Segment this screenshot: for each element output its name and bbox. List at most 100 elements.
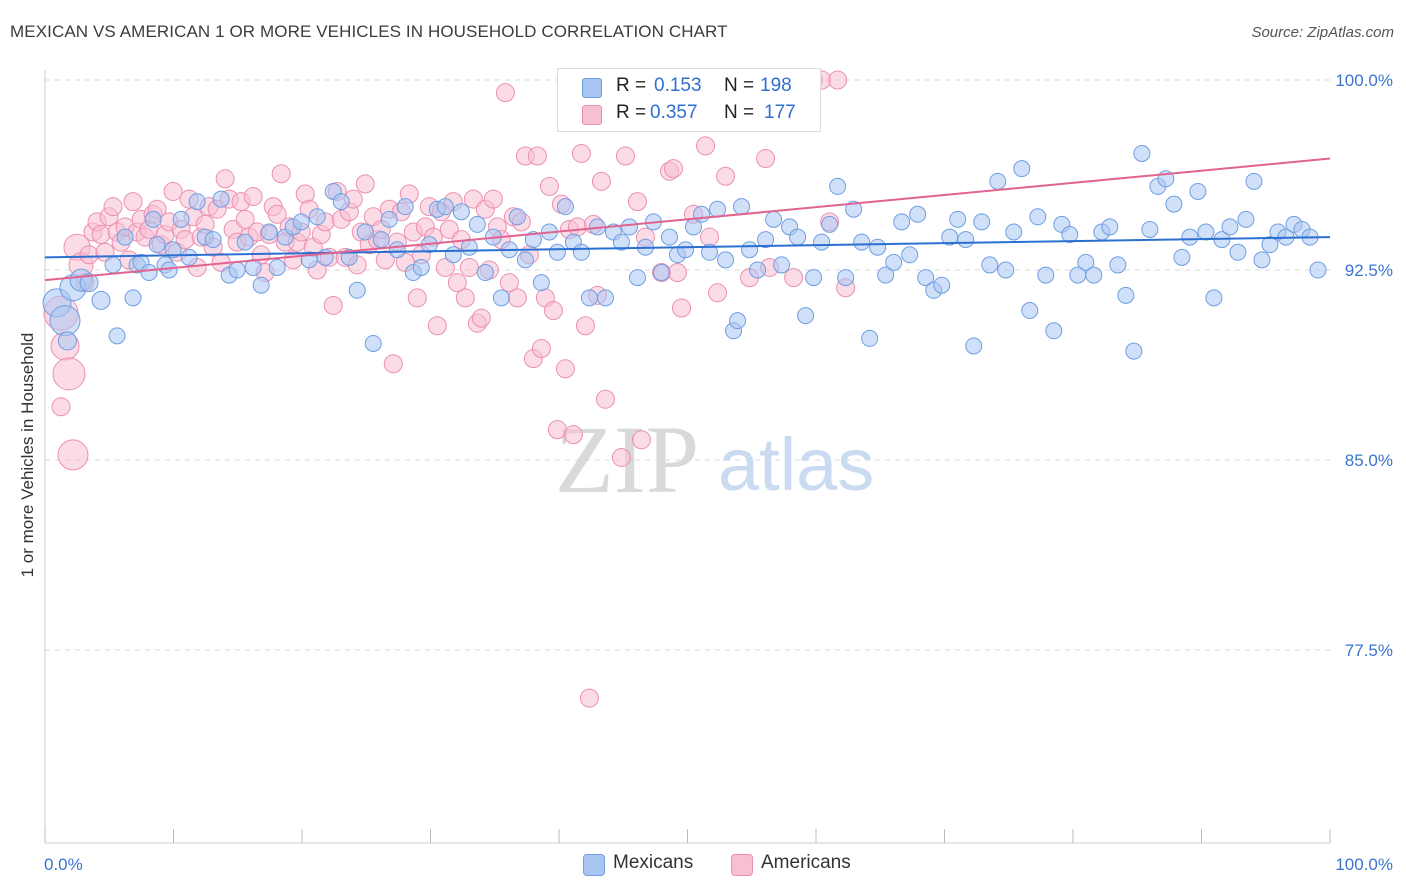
mexican-point [917,269,935,287]
mexican-point [1237,210,1255,228]
mexican-point [396,198,414,216]
american-point [671,298,691,318]
mexican-point [909,205,927,223]
mexican-point [164,241,182,259]
mexican-point [765,210,783,228]
american-point [52,357,86,391]
mexican-point [733,198,751,216]
gridlines [45,79,1330,651]
mexican-point [989,172,1007,190]
mexican-point [596,289,614,307]
mexican-point [1189,182,1207,200]
mexican-point [805,269,823,287]
american-point [663,159,683,179]
american-point [323,295,343,315]
mexican-point [652,264,670,282]
mexican-point [1101,218,1119,236]
chart-title: MEXICAN VS AMERICAN 1 OR MORE VEHICLES I… [10,22,728,41]
mexican-point [348,281,366,299]
american-point [383,354,403,374]
mexican-point [140,264,158,282]
american-point [543,301,563,321]
mexican-point [1013,160,1031,178]
mexican-point [260,223,278,241]
mexican-point [572,243,590,261]
watermark: ZIP atlas [555,406,874,513]
american-point [591,171,611,191]
mexican-point [813,233,831,251]
mexicans-trend-line [44,236,1331,259]
mexican-point [729,312,747,330]
americans-legend-label: Americans [761,852,851,873]
mexican-point [628,269,646,287]
mexican-point [853,233,871,251]
mexican-point [492,289,510,307]
mexicans-points [42,144,1327,360]
american-point [595,389,615,409]
mexican-point [1109,256,1127,274]
mexicans-legend-label: Mexicans [613,852,694,873]
american-point [531,339,551,359]
mexican-point [861,329,879,347]
trend-lines [44,157,1331,282]
american-point [575,316,595,336]
mexican-point [204,231,222,249]
american-point [571,143,591,163]
mexican-point [620,218,638,236]
mexican-point [773,256,791,274]
legend-r-label: R = [616,102,647,123]
mexican-point [452,203,470,221]
american-point [123,192,143,212]
american-point [499,273,519,293]
american-point [355,174,375,194]
mexican-point [901,246,919,264]
american-point [407,288,427,308]
stats-legend: R = 0.153 N = 198 R = 0.357 N = 177 [557,68,821,132]
american-point [235,209,255,229]
watermark-atlas: atlas [718,423,874,506]
legend-r-label: R = [616,75,647,96]
american-point [563,425,583,445]
tick-labels: 100.0% 92.5% 85.0% 77.5% 0.0% 100.0% [44,71,1393,874]
americans-swatch [582,105,602,125]
american-point [79,245,99,265]
mexican-point [188,193,206,211]
mexican-point [693,205,711,223]
mexican-point [612,233,630,251]
mexican-point [1309,261,1327,279]
american-point [700,227,720,247]
mexican-point [332,193,350,211]
mexican-point [1085,266,1103,284]
mexican-point [116,228,134,246]
mexican-point [444,246,462,264]
american-point [471,308,491,328]
mexican-point [1021,302,1039,320]
y-tick-label: 92.5% [1345,261,1393,280]
mexican-point [965,337,983,355]
mexican-point [957,231,975,249]
american-point [435,257,455,277]
mexican-point [91,290,111,310]
y-tick-label: 85.0% [1345,451,1393,470]
mexican-point [757,231,775,249]
mexican-point [148,236,166,254]
mexican-point [468,215,486,233]
mexican-point [372,231,390,249]
y-tick-label: 77.5% [1345,641,1393,660]
american-point [611,447,631,467]
mexican-point [797,307,815,325]
mexican-point [268,258,286,276]
mexican-point [548,243,566,261]
mexican-point [1261,236,1279,254]
mexican-point [524,231,542,249]
american-point [756,149,776,169]
american-point [579,688,599,708]
mexican-point [885,253,903,271]
mexican-point [1045,322,1063,340]
mexican-point [1029,208,1047,226]
mexican-point [160,261,178,279]
american-point [495,83,515,103]
mexican-point [821,215,839,233]
mexican-point [1117,286,1135,304]
mexican-point [877,266,895,284]
